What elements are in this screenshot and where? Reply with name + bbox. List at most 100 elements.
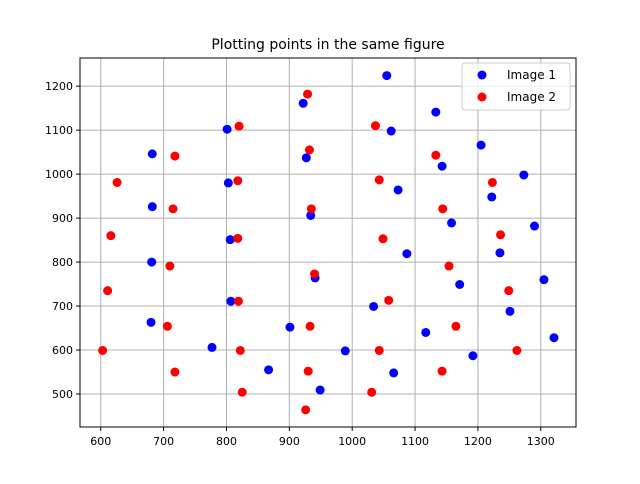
series-2-point [438, 204, 448, 214]
chart-title: Plotting points in the same figure [211, 37, 444, 53]
y-tick-label: 500 [52, 388, 73, 401]
series-2-point [170, 367, 180, 377]
series-1-point [468, 351, 478, 361]
x-tick-label: 800 [216, 435, 237, 448]
legend-label-1: Image 1 [507, 68, 556, 82]
series-1-point [455, 280, 465, 290]
y-tick-label: 800 [52, 256, 73, 269]
series-2-point [444, 261, 454, 271]
series-1-point [393, 185, 403, 195]
series-1-point [146, 317, 156, 327]
series-1-point [264, 365, 274, 375]
y-tick-label: 1200 [45, 80, 73, 93]
series-1-point [386, 126, 396, 136]
data-points [98, 71, 559, 415]
series-2-point [370, 121, 380, 131]
series-1-point [306, 210, 316, 220]
x-tick-label: 1300 [527, 435, 555, 448]
series-1-point [487, 192, 497, 202]
series-1-point [225, 235, 235, 245]
series-1-point [298, 98, 308, 108]
series-2-point [309, 269, 319, 279]
series-1-point [421, 327, 431, 337]
series-1-point [147, 257, 157, 267]
series-2-point [437, 366, 447, 376]
series-2-point [235, 345, 245, 355]
series-1-point [539, 275, 549, 285]
series-2-point [431, 150, 441, 160]
series-1-point [285, 322, 295, 332]
legend: Image 1 Image 2 [461, 62, 571, 111]
series-2-point [165, 261, 175, 271]
series-1-point [301, 153, 311, 163]
series-2-point [301, 405, 311, 415]
legend-label-2: Image 2 [507, 90, 556, 104]
series-1-point [382, 71, 392, 81]
x-tick-label: 1100 [401, 435, 429, 448]
series-2-point [233, 233, 243, 243]
series-2-point [98, 345, 108, 355]
series-1-point [207, 342, 217, 352]
series-2-point [487, 177, 497, 187]
series-1-point [519, 170, 529, 180]
series-2-point [374, 345, 384, 355]
series-2-point [237, 387, 247, 397]
series-2-point [496, 230, 506, 240]
series-1-point [147, 149, 157, 159]
series-2-point [112, 177, 122, 187]
series-2-point [384, 295, 394, 305]
series-2-point [303, 89, 313, 99]
series-1-point [549, 333, 559, 343]
series-2-point [303, 366, 313, 376]
series-1-point [530, 221, 540, 231]
series-2-point [168, 204, 178, 214]
series-2-point [103, 286, 113, 296]
series-2-point [170, 151, 180, 161]
y-tick-label: 900 [52, 212, 73, 225]
y-tick-label: 700 [52, 300, 73, 313]
x-tick-label: 700 [153, 435, 174, 448]
series-1-point [369, 301, 379, 311]
series-1-point [315, 385, 325, 395]
series-1-point [340, 346, 350, 356]
grid-lines [80, 58, 576, 427]
series-1-point [437, 161, 447, 171]
series-1-point [431, 107, 441, 117]
x-tick-label: 1200 [464, 435, 492, 448]
x-tick-label: 1000 [338, 435, 366, 448]
series-2-point [374, 175, 384, 185]
series-2-point [451, 321, 461, 331]
series-2-point [233, 296, 243, 306]
series-2-point [512, 345, 522, 355]
series-2-point [367, 387, 377, 397]
series-1-point [505, 306, 515, 316]
series-1-point [495, 248, 505, 258]
series-2-point [305, 321, 315, 331]
y-tick-label: 1000 [45, 168, 73, 181]
series-2-point [234, 121, 244, 131]
legend-marker-1 [477, 70, 487, 80]
x-tick-label: 600 [90, 435, 111, 448]
series-2-point [504, 286, 514, 296]
series-2-point [106, 231, 116, 241]
legend-box [461, 62, 571, 111]
plot-frame [79, 57, 577, 428]
series-2-point [162, 321, 172, 331]
axis-ticks: 600 700 800 900 1000 1100 1200 1300 500 600 700 800… [45, 80, 555, 448]
legend-marker-2 [477, 92, 487, 102]
series-2-point [233, 176, 243, 186]
series-2-point [306, 204, 316, 214]
series-1-point [223, 178, 233, 188]
y-tick-label: 600 [52, 344, 73, 357]
series-1-point [447, 218, 457, 228]
series-1-point [476, 140, 486, 150]
series-1-point [222, 124, 232, 134]
series-1-point [147, 202, 157, 212]
series-1-point [402, 249, 412, 259]
x-tick-label: 900 [279, 435, 300, 448]
y-tick-label: 1100 [45, 124, 73, 137]
series-1-point [226, 296, 236, 306]
series-1-point [389, 368, 399, 378]
